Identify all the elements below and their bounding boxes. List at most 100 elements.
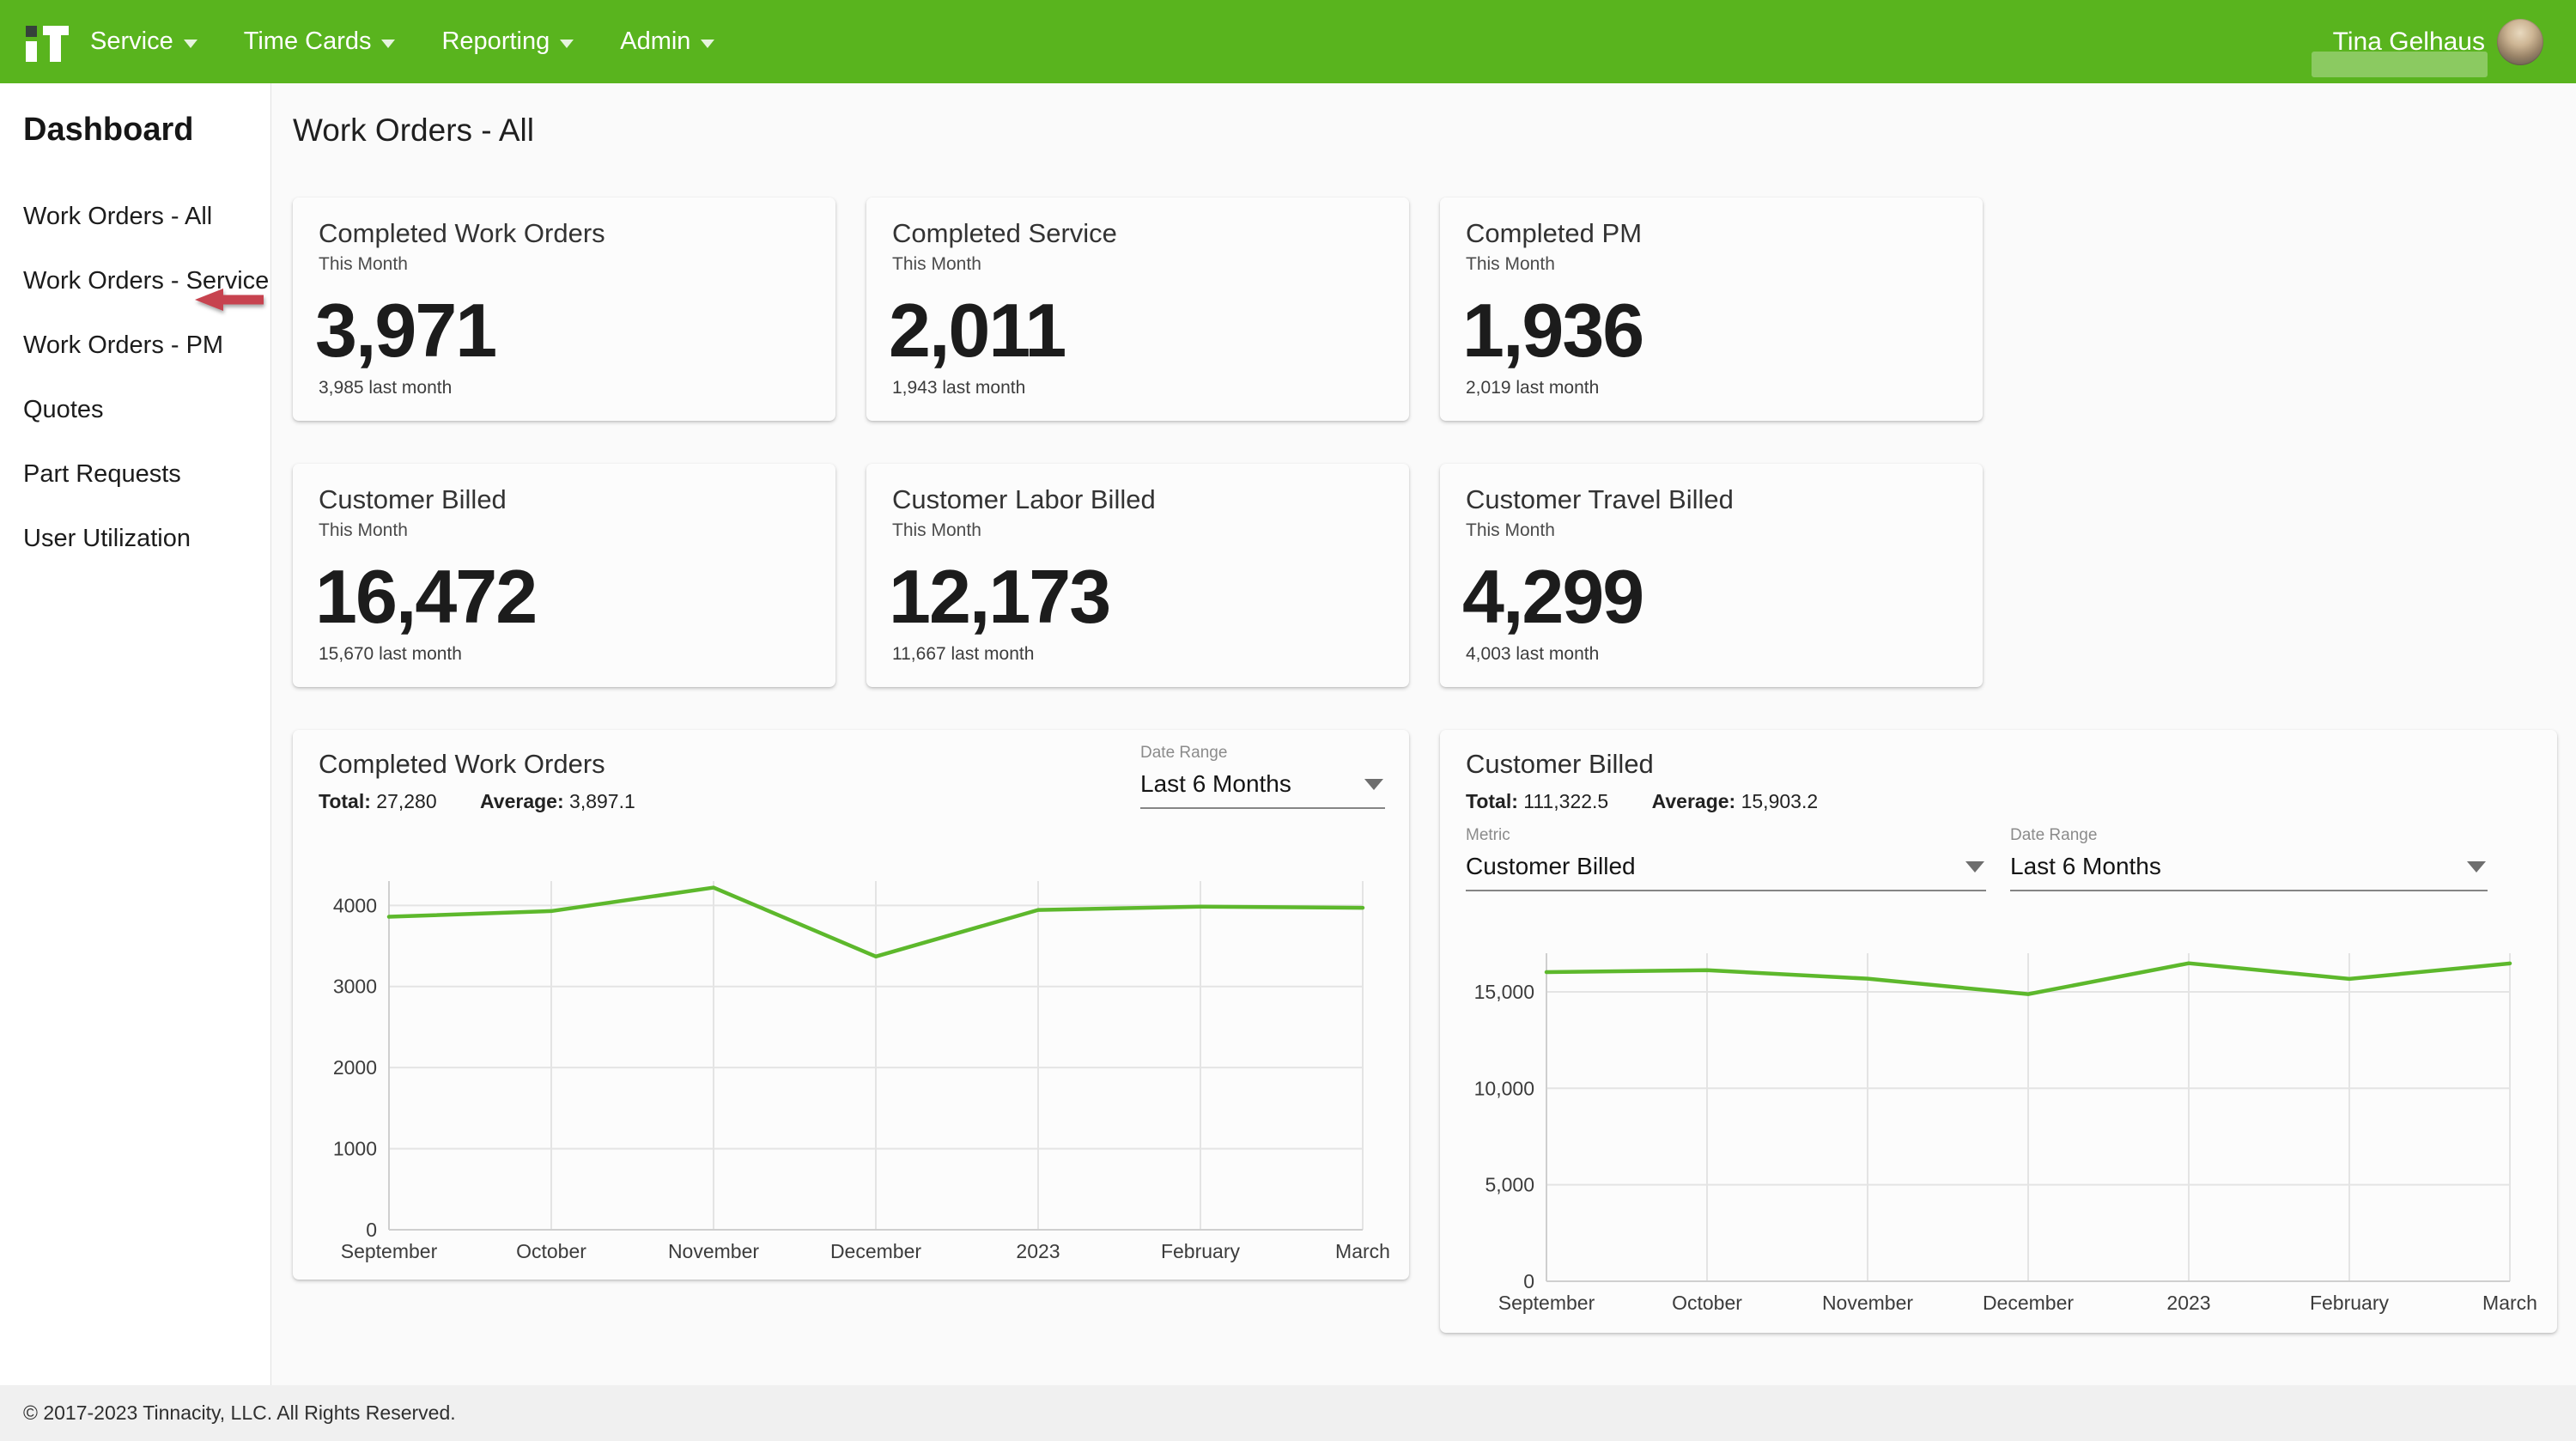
page-title: Work Orders - All <box>293 112 534 148</box>
stat-card-title: Customer Billed <box>319 484 507 514</box>
metric-select[interactable]: Metric Customer Billed <box>1466 826 1986 891</box>
stat-card-compare: 4,003 last month <box>1466 644 1600 664</box>
chevron-down-icon <box>560 39 574 48</box>
sidebar: Dashboard Work Orders - All Work Orders … <box>0 83 271 1385</box>
red-arrow-annotation-icon <box>195 289 264 311</box>
stat-card-completed-pm: Completed PM This Month 1,936 2,019 last… <box>1440 198 1983 421</box>
stat-card-title: Customer Labor Billed <box>892 484 1156 514</box>
svg-text:October: October <box>1672 1292 1742 1314</box>
nav-item-label: Service <box>90 27 173 55</box>
sidebar-item-work-orders-pm[interactable]: Work Orders - PM <box>23 331 224 359</box>
svg-text:15,000: 15,000 <box>1474 981 1534 1003</box>
top-nav-bar: Service Time Cards Reporting Admin Tina … <box>0 0 2576 83</box>
svg-text:4000: 4000 <box>333 894 377 916</box>
sidebar-item-work-orders-all[interactable]: Work Orders - All <box>23 203 213 230</box>
select-label: Metric <box>1466 826 1510 844</box>
svg-text:November: November <box>1822 1292 1913 1314</box>
stat-card-period: This Month <box>892 520 981 540</box>
svg-text:2023: 2023 <box>1016 1240 1060 1262</box>
user-avatar[interactable] <box>2497 19 2543 65</box>
svg-text:December: December <box>1983 1292 2074 1314</box>
stat-card-period: This Month <box>892 254 981 274</box>
chart-card-completed-work-orders: Completed Work Orders Total: 27,280 Aver… <box>293 730 1409 1280</box>
chevron-down-icon <box>701 39 715 48</box>
sidebar-item-part-requests[interactable]: Part Requests <box>23 460 181 488</box>
stat-card-compare: 11,667 last month <box>892 644 1035 664</box>
average-label: Average: <box>480 790 564 812</box>
line-chart-customer-billed: 0 5,000 10,000 15,000 September October Novemb… <box>1474 953 2537 1314</box>
nav-item-service[interactable]: Service <box>90 27 197 56</box>
svg-text:5,000: 5,000 <box>1485 1174 1534 1196</box>
svg-text:November: November <box>668 1240 759 1262</box>
stat-card-period: This Month <box>319 520 408 540</box>
total-value: 27,280 <box>376 790 437 812</box>
nav-item-time-cards[interactable]: Time Cards <box>244 27 396 56</box>
stat-card-title: Completed PM <box>1466 218 1643 248</box>
stat-card-compare: 15,670 last month <box>319 644 462 664</box>
select-value: Customer Billed <box>1466 853 1636 879</box>
stat-card-period: This Month <box>319 254 408 274</box>
dropdown-arrow-icon <box>2467 860 2486 873</box>
dropdown-arrow-icon <box>1364 778 1383 790</box>
nav-item-label: Reporting <box>441 27 550 55</box>
stat-card-title: Customer Travel Billed <box>1466 484 1734 514</box>
svg-text:February: February <box>1161 1240 1241 1262</box>
stat-card-customer-labor-billed: Customer Labor Billed This Month 12,173 … <box>866 464 1409 687</box>
svg-text:10,000: 10,000 <box>1474 1077 1534 1099</box>
svg-text:0: 0 <box>366 1219 377 1241</box>
line-chart-completed-work-orders: 0 1000 2000 3000 4000 September October Novembe… <box>333 881 1390 1262</box>
nav-item-label: Admin <box>620 27 691 55</box>
user-menu[interactable]: Tina Gelhaus <box>2332 27 2485 56</box>
chevron-down-icon <box>183 39 197 48</box>
svg-text:0: 0 <box>1523 1270 1534 1292</box>
stat-card-value: 12,173 <box>889 554 1111 639</box>
svg-text:3000: 3000 <box>333 976 377 998</box>
sidebar-item-work-orders-service[interactable]: Work Orders - Service <box>23 267 270 295</box>
average-value: 3,897.1 <box>569 790 635 812</box>
total-value: 111,322.5 <box>1523 790 1609 812</box>
sidebar-title: Dashboard <box>23 112 194 148</box>
sidebar-item-user-utilization[interactable]: User Utilization <box>23 525 191 552</box>
svg-text:February: February <box>2310 1292 2390 1314</box>
chevron-down-icon <box>381 39 396 48</box>
chart-title: Customer Billed <box>1466 749 1654 779</box>
stat-card-period: This Month <box>1466 520 1555 540</box>
top-nav-menu: Service Time Cards Reporting Admin <box>90 0 715 83</box>
select-value: Last 6 Months <box>1140 770 1291 797</box>
stat-card-compare: 1,943 last month <box>892 378 1026 398</box>
svg-text:September: September <box>1498 1292 1595 1314</box>
stat-card-completed-service: Completed Service This Month 2,011 1,943… <box>866 198 1409 421</box>
stat-card-value: 4,299 <box>1462 554 1644 639</box>
sidebar-item-quotes[interactable]: Quotes <box>23 396 104 423</box>
copyright-text: © 2017-2023 Tinnacity, LLC. All Rights R… <box>23 1401 456 1424</box>
date-range-select[interactable]: Date Range Last 6 Months <box>2010 826 2488 891</box>
stat-card-customer-travel-billed: Customer Travel Billed This Month 4,299 … <box>1440 464 1983 687</box>
main-content: Work Orders - All Completed Work Orders … <box>272 83 2576 1385</box>
average-label: Average: <box>1651 790 1736 812</box>
average-value: 15,903.2 <box>1741 790 1819 812</box>
nav-item-reporting[interactable]: Reporting <box>441 27 574 56</box>
total-label: Total: <box>1466 790 1518 812</box>
svg-text:September: September <box>341 1240 438 1262</box>
stat-card-value: 16,472 <box>315 554 538 639</box>
nav-item-label: Time Cards <box>243 27 372 55</box>
stat-card-compare: 3,985 last month <box>319 378 453 398</box>
svg-text:1000: 1000 <box>333 1138 377 1160</box>
stat-card-value: 1,936 <box>1462 288 1644 373</box>
svg-text:2023: 2023 <box>2166 1292 2210 1314</box>
svg-text:2000: 2000 <box>333 1056 377 1079</box>
select-label: Date Range <box>2010 826 2098 844</box>
app-logo-icon[interactable] <box>26 26 86 62</box>
select-value: Last 6 Months <box>2010 853 2161 879</box>
date-range-select[interactable]: Date Range Last 6 Months <box>1140 744 1385 809</box>
nav-item-admin[interactable]: Admin <box>620 27 715 56</box>
chart-summary: Total: 111,322.5 Average: 15,903.2 <box>1466 790 1818 813</box>
svg-text:March: March <box>2482 1292 2537 1314</box>
stat-card-compare: 2,019 last month <box>1466 378 1600 398</box>
dropdown-arrow-icon <box>1965 860 1984 873</box>
svg-text:March: March <box>1335 1240 1390 1262</box>
select-label: Date Range <box>1140 744 1228 762</box>
stat-card-completed-work-orders: Completed Work Orders This Month 3,971 3… <box>293 198 835 421</box>
stat-card-title: Completed Work Orders <box>319 218 605 248</box>
